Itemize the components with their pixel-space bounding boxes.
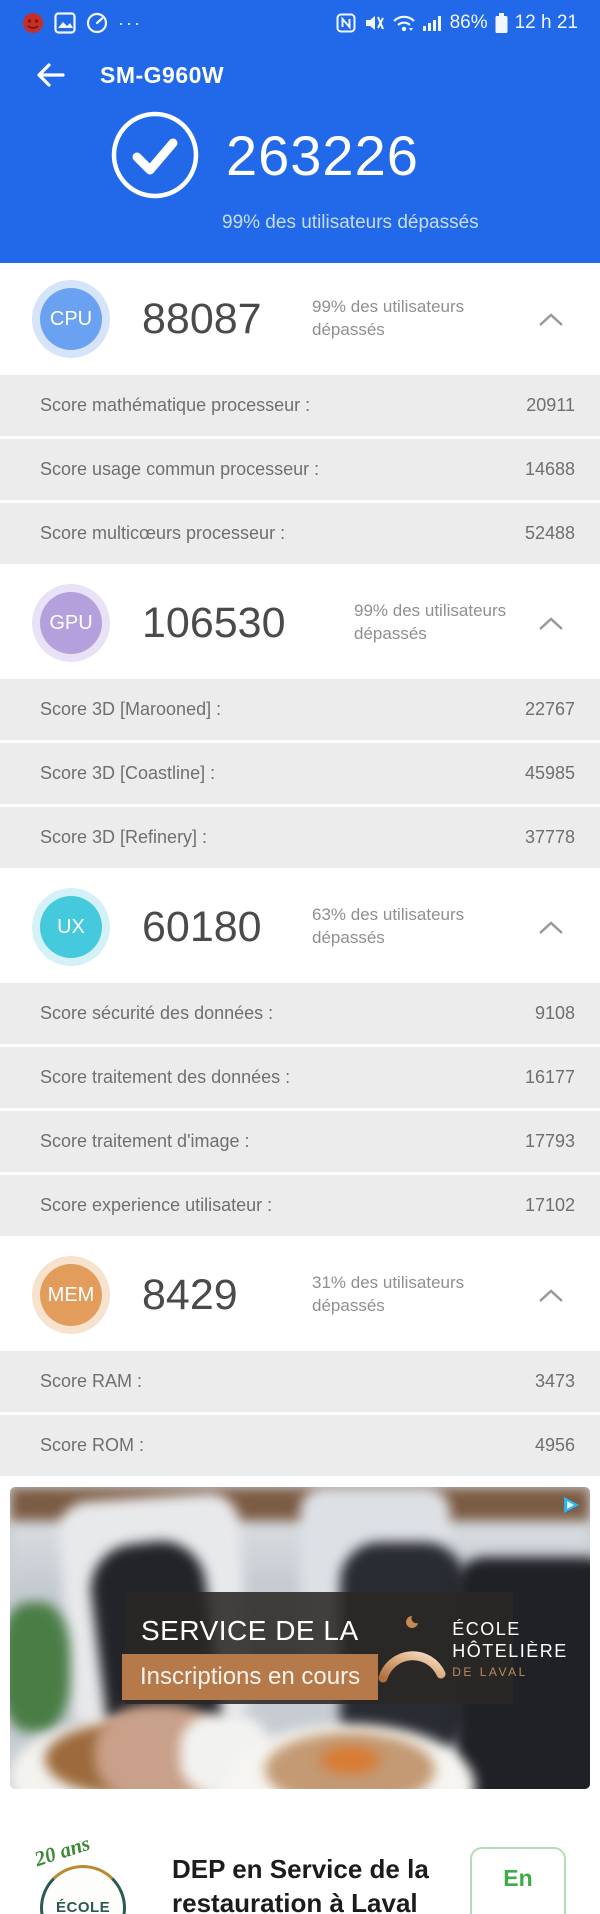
row-label: Score RAM :	[40, 1371, 143, 1391]
row-label: Score multicœurs processeur :	[40, 523, 286, 543]
row-label: Score usage commun processeur :	[40, 459, 320, 479]
adchoices-icon[interactable]	[558, 1492, 584, 1518]
section-header-mem[interactable]: MEM 8429 31% des utilisateurs dépassés	[0, 1239, 600, 1351]
score-row: Score RAM : 3473	[0, 1351, 600, 1415]
nfc-icon	[336, 13, 356, 33]
row-value: 4956	[534, 1435, 575, 1455]
score-row: Score traitement d'image : 17793	[0, 1111, 600, 1175]
row-value: 52488	[524, 523, 575, 543]
wifi-icon	[392, 13, 416, 33]
hero-banner: ··· 86% 12 h 21 SM-G960W	[0, 0, 600, 263]
gpu-percent: 99% des utilisateurs dépassés	[354, 601, 507, 643]
mute-icon	[363, 13, 385, 33]
row-value: 37778	[524, 827, 575, 847]
mem-percent: 31% des utilisateurs dépassés	[312, 1273, 465, 1315]
cloche-icon	[378, 1616, 446, 1683]
cpu-badge-icon: CPU	[40, 288, 102, 350]
row-label: Score 3D [Refinery] :	[40, 827, 208, 847]
row-value: 9108	[534, 1003, 575, 1023]
row-value: 16177	[524, 1067, 575, 1087]
signal-icon	[422, 14, 443, 32]
row-label: Score traitement des données :	[40, 1067, 291, 1087]
row-value: 3473	[534, 1371, 575, 1391]
gpu-score: 106530	[142, 598, 286, 647]
section-header-ux[interactable]: UX 60180 63% des utilisateurs dépassés	[0, 871, 600, 983]
ux-badge-icon: UX	[40, 896, 102, 958]
score-row: Score mathématique processeur : 20911	[0, 375, 600, 439]
row-label: Score traitement d'image :	[40, 1131, 250, 1151]
battery-percent: 86%	[449, 12, 488, 33]
score-row: Score sécurité des données : 9108	[0, 983, 600, 1047]
score-row: Score ROM : 4956	[0, 1415, 600, 1479]
chevron-up-icon[interactable]	[538, 1288, 564, 1303]
cpu-percent: 99% des utilisateurs dépassés	[312, 297, 465, 339]
ad-footer-title: DEP en Service de la restauration à Lava…	[172, 1854, 429, 1914]
ecole-hoteliere-logo: ÉCOLE HÔTELIÈRE DE LAVAL	[376, 1612, 568, 1684]
row-value: 17793	[524, 1131, 575, 1151]
score-row: Score usage commun processeur : 14688	[0, 439, 600, 503]
ux-score: 60180	[142, 902, 262, 951]
section-header-gpu[interactable]: GPU 106530 99% des utilisateurs dépassés	[0, 567, 600, 679]
score-row: Score 3D [Marooned] : 22767	[0, 679, 600, 743]
mem-score: 8429	[142, 1270, 238, 1319]
ad-footer[interactable]: 20 ans ÉCOLE DEP en Service de la restau…	[10, 1811, 590, 1914]
gauge-notification-icon	[86, 12, 108, 34]
row-value: 20911	[526, 395, 575, 415]
ux-percent: 63% des utilisateurs dépassés	[312, 905, 465, 947]
gallery-notification-icon	[54, 12, 76, 34]
total-score: 263226	[226, 123, 419, 187]
total-score-subtitle: 99% des utilisateurs dépassés	[222, 212, 479, 233]
status-bar: ··· 86% 12 h 21	[0, 0, 600, 46]
row-label: Score experience utilisateur :	[40, 1195, 273, 1215]
row-label: Score mathématique processeur :	[40, 395, 311, 415]
score-row: Score traitement des données : 16177	[0, 1047, 600, 1111]
antutu-notification-icon	[22, 12, 44, 34]
score-row: Score experience utilisateur : 17102	[0, 1175, 600, 1239]
score-row: Score 3D [Coastline] : 45985	[0, 743, 600, 807]
ecole-20ans-logo: 20 ans ÉCOLE	[32, 1831, 134, 1914]
chevron-up-icon[interactable]	[538, 312, 564, 327]
score-row: Score multicœurs processeur : 52488	[0, 503, 600, 567]
mem-badge-icon: MEM	[40, 1264, 102, 1326]
back-button[interactable]	[34, 59, 66, 91]
gpu-badge-icon: GPU	[40, 592, 102, 654]
chevron-up-icon[interactable]	[538, 616, 564, 631]
app-bar: SM-G960W	[0, 46, 600, 104]
ad-photo[interactable]: SERVICE DE LA RESTAURATION ÉCOLE HÔTELIÈ…	[10, 1487, 590, 1789]
row-label: Score ROM :	[40, 1435, 145, 1455]
row-value: 17102	[524, 1195, 575, 1215]
score-row: Score 3D [Refinery] : 37778	[0, 807, 600, 871]
row-label: Score sécurité des données :	[40, 1003, 274, 1023]
row-value: 45985	[524, 763, 575, 783]
chevron-up-icon[interactable]	[538, 920, 564, 935]
cpu-score: 88087	[142, 294, 262, 343]
ad-footer-button[interactable]: En	[470, 1847, 566, 1914]
row-value: 22767	[524, 699, 575, 719]
check-circle-icon	[110, 110, 200, 200]
page-title: SM-G960W	[100, 61, 225, 88]
clock: 12 h 21	[514, 12, 578, 33]
battery-icon	[495, 12, 508, 34]
ad-banner[interactable]: SERVICE DE LA RESTAURATION ÉCOLE HÔTELIÈ…	[10, 1487, 590, 1914]
row-value: 14688	[524, 459, 575, 479]
section-header-cpu[interactable]: CPU 88087 99% des utilisateurs dépassés	[0, 263, 600, 375]
total-score-block: 263226	[0, 104, 600, 200]
row-label: Score 3D [Marooned] :	[40, 699, 222, 719]
row-label: Score 3D [Coastline] :	[40, 763, 216, 783]
more-notifications-icon: ···	[118, 12, 142, 33]
ad-cta-button[interactable]: Inscriptions en cours	[122, 1654, 379, 1700]
